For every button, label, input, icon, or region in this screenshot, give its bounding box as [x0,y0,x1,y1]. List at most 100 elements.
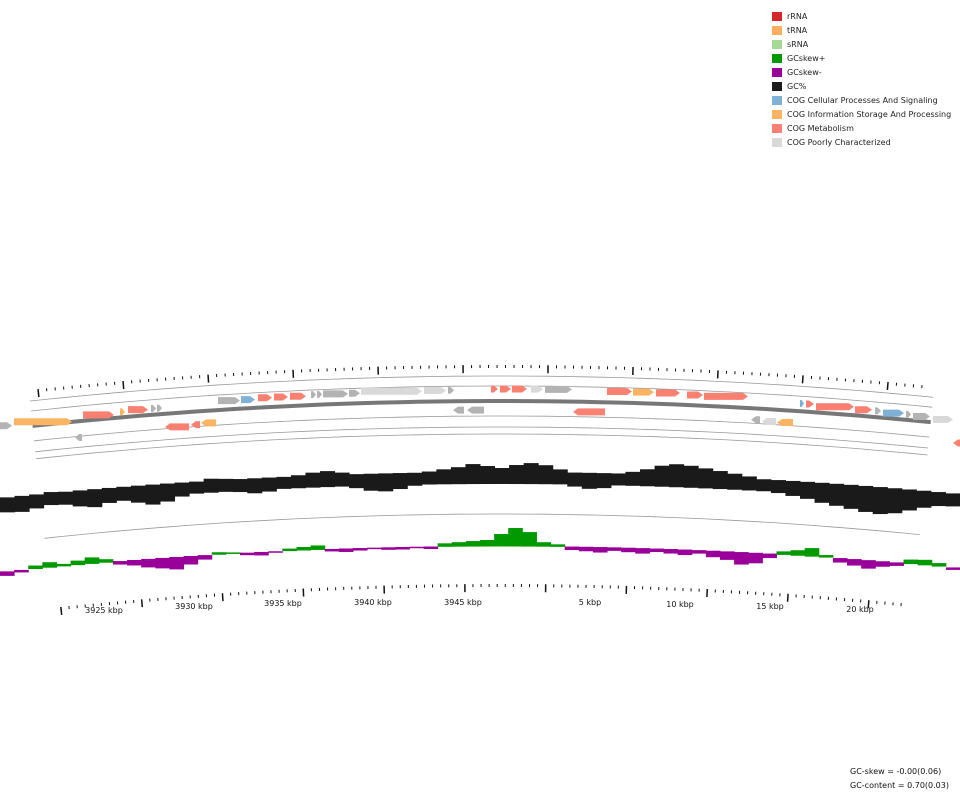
gene-arrow-info [14,418,72,426]
gc-skew-negative-bar [197,555,213,560]
gc-bar [829,483,845,506]
gc-skew-negative-bar [607,547,622,551]
gc-skew-negative-bar [395,546,410,550]
gc-skew-positive-bar [211,552,227,555]
gc-bar [770,480,786,494]
gc-skew-positive-bar [508,528,523,547]
inner-tick [140,599,144,608]
gc-skew-negative-bar [748,552,763,564]
legend-swatch [772,81,782,91]
legend-item-rrna: rRNA [772,9,951,23]
gc-content-stat: GC-content = 0.70(0.03) [850,781,949,790]
gc-bar [581,472,597,489]
legend: rRNA tRNA sRNA GCskew+ GCskew- GC% COG C… [772,9,951,149]
gc-bar [378,473,394,492]
gene-arrow-unknown [311,391,316,399]
gc-skew-positive-bar [310,545,326,550]
gc-bar [87,489,103,508]
gc-bar [218,478,234,492]
gc-skew-positive-bar [550,544,566,547]
stats-panel: GC-skew = -0.00(0.06) GC-content = 0.70(… [850,765,949,793]
gc-skew-negative-bar [183,555,199,565]
gc-bar [145,484,161,505]
gc-bar [596,473,612,489]
inner-tick [221,593,224,602]
gene-arrow-metabolism [290,392,306,400]
gc-skew-negative-bar [691,550,707,554]
gene-arrow-unknown [875,407,881,415]
legend-swatch [772,53,782,63]
legend-label: tRNA [787,25,808,35]
legend-label: GCskew- [787,67,822,77]
inner-tick [867,600,870,609]
gc-skew-positive-bar [70,560,86,566]
gene-arrow-cellular [241,396,255,404]
gene-arrow-metabolism [191,421,200,429]
gc-bar [203,478,219,493]
gc-skew-positive-bar [84,557,100,564]
outer-tick [122,380,125,390]
gc-bar [756,479,772,492]
backbone-ring [32,399,931,428]
gc-bar [669,464,685,488]
gc-bar [727,473,743,490]
kbp-label-3935: 3935 kbp [264,599,302,608]
gc-bar [58,491,74,505]
legend-swatch [772,137,782,147]
gene-arrow-metabolism [806,400,814,408]
gene-arrow-metabolism [500,385,511,393]
gc-bar [698,468,714,489]
gene-arrow-unknown [0,422,12,430]
gene-arrow-unknown [75,434,82,442]
gc-skew-negative-bar [127,559,142,566]
gc-bar [29,494,45,509]
track-ring [36,433,928,460]
gene-arrow-unknown [323,390,348,398]
legend-item-trna: tRNA [772,23,951,37]
legend-label: COG Information Storage And Processing [787,109,952,119]
gene-arrow-unknown [751,416,760,424]
gc-bar [858,485,874,512]
gc-bar [407,472,423,486]
gc-bar [320,471,336,488]
gc-bar [276,476,292,489]
gc-skew-positive-bar [42,562,57,568]
kbp-label-5: 5 kbp [579,598,601,607]
gc-bar [189,481,205,494]
legend-swatch [772,123,782,133]
gc-bar [101,487,117,503]
gc-skew-negative-bar [861,560,876,569]
gc-bar [72,490,88,507]
gene-features [0,385,960,447]
gc-bar [494,468,510,485]
track-ring [35,426,929,453]
gc-skew-positive-bar [28,565,43,570]
gc-skew-negative-bar [409,546,425,549]
gc-skew-negative-bar [14,569,29,573]
gc-bar [654,465,670,487]
legend-item-cog-cellular: COG Cellular Processes And Signaling [772,93,951,107]
gc-skew-positive-bar [536,542,552,547]
gc-skew-positive-bar [225,552,241,554]
legend-label: GCskew+ [787,53,826,63]
gc-bar [290,475,306,489]
gc-skew-negative-bar [635,548,650,554]
gene-arrow-metabolism [704,392,748,400]
gene-arrow-metabolism [656,389,680,397]
gc-bar [683,465,699,488]
gc-skew-negative-bar [141,558,156,568]
gc-bar [247,478,263,494]
gene-arrow-info [201,419,216,427]
gene-arrow-info [777,418,793,426]
gene-arrow-info [120,408,125,416]
gc-bar [363,473,379,491]
legend-item-gc-percent: GC% [772,79,951,93]
gc-skew-positive-bar [818,555,834,558]
gc-skew-positive-bar [804,548,820,557]
gc-skew-negative-bar [352,548,368,551]
track-rings [29,375,934,539]
gc-bar [887,488,903,514]
gene-arrow-unknown [448,386,454,394]
gene-arrow-metabolism [274,393,288,401]
gc-bar [305,472,321,488]
